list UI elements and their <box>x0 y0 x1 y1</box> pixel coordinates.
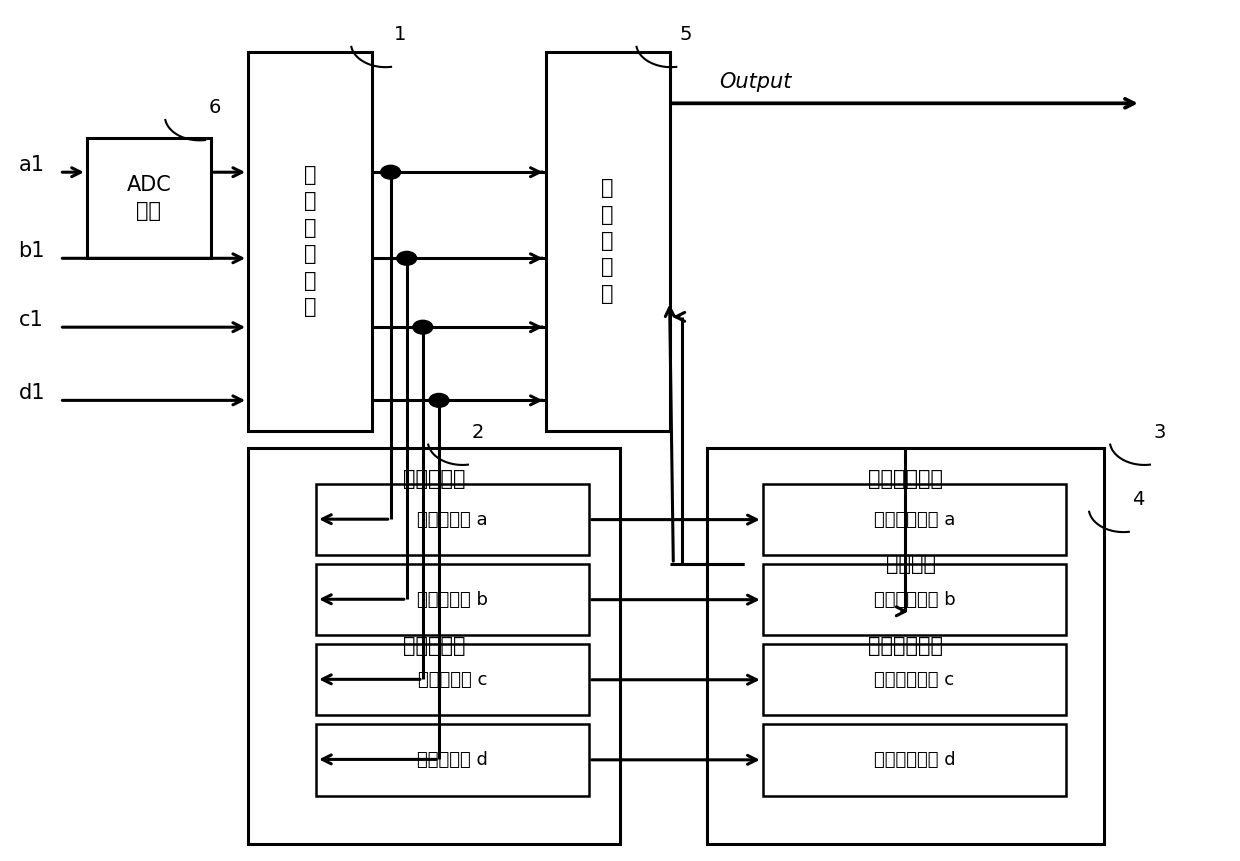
Text: 信号混合器 c: 信号混合器 c <box>418 671 487 689</box>
Text: 5: 5 <box>680 25 692 44</box>
Bar <box>546 52 670 430</box>
Bar <box>87 138 211 258</box>
Text: 有效值计算器 c: 有效值计算器 c <box>874 671 955 689</box>
Bar <box>744 517 1079 611</box>
Text: 信号混合器 b: 信号混合器 b <box>417 591 489 609</box>
Text: 有效值计算器 b: 有效值计算器 b <box>874 591 955 609</box>
Text: 1: 1 <box>394 25 407 44</box>
Text: 6: 6 <box>208 98 221 117</box>
Bar <box>763 644 1066 715</box>
Text: 信号混合器 a: 信号混合器 a <box>418 511 487 529</box>
Text: a1: a1 <box>19 155 45 176</box>
Text: 有效值计算器: 有效值计算器 <box>868 635 942 656</box>
Bar <box>763 484 1066 555</box>
Bar <box>316 724 589 796</box>
Bar <box>316 484 589 555</box>
Text: 2: 2 <box>471 423 484 442</box>
Bar <box>707 448 1104 844</box>
Text: 数
字
信
号
接
口: 数 字 信 号 接 口 <box>304 165 316 317</box>
Text: d1: d1 <box>19 383 45 404</box>
Text: c1: c1 <box>19 310 43 331</box>
Bar <box>248 448 620 844</box>
Text: ADC
模块: ADC 模块 <box>126 175 171 221</box>
Text: 信号混合器 d: 信号混合器 d <box>417 751 489 769</box>
Text: 有效值计算器: 有效值计算器 <box>868 469 942 489</box>
Text: 信号混合器: 信号混合器 <box>403 469 465 489</box>
Bar <box>316 564 589 635</box>
Bar <box>316 644 589 715</box>
Text: 有效值计算器 a: 有效值计算器 a <box>874 511 955 529</box>
Text: 信号混合器: 信号混合器 <box>403 635 465 656</box>
Bar <box>763 564 1066 635</box>
Text: 3: 3 <box>1153 423 1166 442</box>
Text: Output: Output <box>719 71 791 92</box>
Text: 音
源
选
择
器: 音 源 选 择 器 <box>601 178 614 304</box>
Circle shape <box>429 393 449 407</box>
Circle shape <box>413 320 433 334</box>
Text: b1: b1 <box>19 241 45 262</box>
Text: 微控制器: 微控制器 <box>887 554 936 574</box>
Bar <box>763 724 1066 796</box>
Circle shape <box>397 251 417 265</box>
Bar <box>248 52 372 430</box>
Circle shape <box>381 165 401 179</box>
Text: 有效值计算器 d: 有效值计算器 d <box>874 751 955 769</box>
Text: 4: 4 <box>1132 490 1145 509</box>
